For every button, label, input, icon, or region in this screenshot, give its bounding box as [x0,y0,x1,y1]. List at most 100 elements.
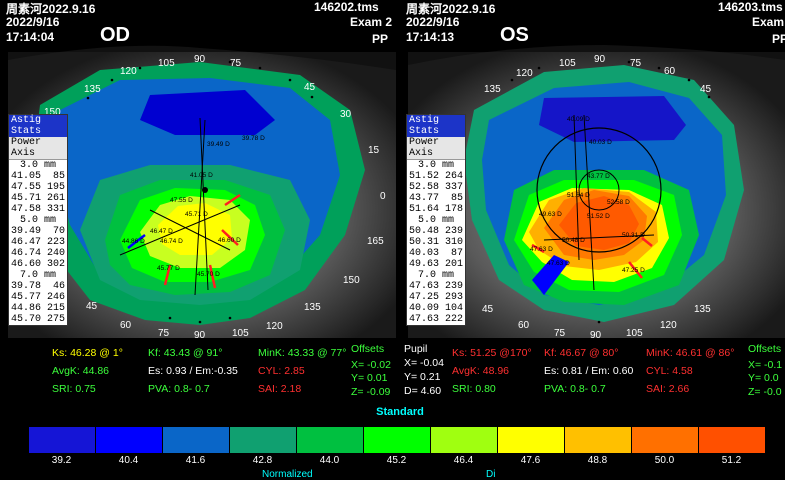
svg-text:45.77 D: 45.77 D [157,265,180,272]
od-stat-row: 46.47 223 [11,237,65,248]
od-exam-time: 17:14:04 [6,30,55,44]
svg-text:45: 45 [482,304,494,315]
svg-text:41.05 D: 41.05 D [190,172,213,179]
svg-text:135: 135 [304,302,321,313]
os-axes [543,114,655,291]
os-mink: MinK: 46.61 @ 86° [646,347,735,359]
os-map[interactable]: 40.09 D 40.03 D 43.77 D 51.64 D 52.58 D … [404,0,785,340]
od-kf: Kf: 43.43 @ 91° [148,347,223,359]
od-axes [119,117,241,296]
os-stat-row: 51.52 264 [409,171,463,182]
od-astig-stats-tab[interactable]: Astig Stats [9,115,67,137]
scale-title[interactable]: Standard [376,406,424,418]
od-dots [86,58,314,324]
svg-text:150: 150 [44,107,61,118]
os-stat-row: 50.48 239 [409,226,463,237]
svg-text:50.48 D: 50.48 D [562,237,585,244]
os-astig-stats[interactable]: Astig Stats Power Axis 3.0 mm 51.52 264 5… [406,114,466,326]
scale-bar [28,426,767,454]
scale-tick-label: 42.8 [252,455,273,466]
svg-text:90: 90 [590,330,602,340]
scale-swatch [297,427,364,453]
scale-swatch [699,427,766,453]
os-keratometry-info: Pupil X= -0.04 Y= 0.21 D= 4.60 Ks: 51.25… [402,340,785,402]
os-stat-row: 43.77 85 [409,193,463,204]
svg-text:51.52 D: 51.52 D [587,213,610,220]
od-cyl: CYL: 2.85 [258,365,305,377]
scale-tick-label: 46.4 [453,455,474,466]
os-dots [510,58,711,324]
os-astig-stats-tab[interactable]: Astig Stats [407,115,465,137]
os-ring-3mm: 3.0 mm [417,160,454,171]
svg-text:105: 105 [626,328,643,339]
svg-text:15: 15 [368,145,380,156]
os-pva: PVA: 0.8- 0.7 [544,383,606,395]
os-stat-row: 52.58 337 [409,182,463,193]
os-exam-number: Exam [752,15,785,29]
svg-text:47.55 D: 47.55 D [170,197,193,204]
od-stat-row: 45.70 275 [11,314,65,325]
svg-text:40.09 D: 40.09 D [567,116,590,123]
od-power-axis-tab[interactable]: Power Axis [9,137,67,160]
os-pupil-y: Y= 0.21 [404,371,441,383]
svg-text:39.49 D: 39.49 D [207,141,230,148]
svg-text:51.64 D: 51.64 D [567,192,590,199]
svg-text:40.03 D: 40.03 D [589,139,612,146]
od-exam-date: 2022/9/16 [6,15,60,29]
od-astig-stats[interactable]: Astig Stats Power Axis 3.0 mm 41.05 85 47… [8,114,68,326]
od-ring-7mm: 7.0 mm [19,270,56,281]
svg-text:44.86 D: 44.86 D [122,238,145,245]
od-mode: PP [372,32,389,46]
svg-text:135: 135 [694,304,711,315]
od-avgk: AvgK: 44.86 [52,365,110,377]
os-patient-name: 周素河2022.9.16 [406,2,496,16]
od-stat-row: 39.78 46 [11,281,65,292]
scale-tick-label: 47.6 [520,455,541,466]
od-patient-name: 周素河2022.9.16 [6,2,96,16]
os-file-name: 146203.tms [718,0,783,14]
svg-text:45.71 D: 45.71 D [185,211,208,218]
scale-normalized-label[interactable]: Normalized [262,469,313,480]
svg-text:52.58 D: 52.58 D [607,199,630,206]
od-stat-row: 47.58 331 [11,204,65,215]
os-stat-row: 47.63 239 [409,281,463,292]
svg-text:47.63 D: 47.63 D [530,246,553,253]
scale-tick-label: 48.8 [587,455,608,466]
os-exam-time: 17:14:13 [406,30,455,44]
os-map-labels: 40.09 D 40.03 D 43.77 D 51.64 D 52.58 D … [530,116,645,274]
svg-text:90: 90 [194,330,206,340]
os-power-axis-tab[interactable]: Power Axis [407,137,465,160]
scale-labels: 39.2 40.4 41.6 42.8 44.0 45.2 46.4 47.6 48.8 50.0… [28,455,765,466]
od-ring-5mm: 5.0 mm [19,215,56,226]
od-offset-z: Z= -0.09 [351,386,391,398]
svg-text:120: 120 [266,321,283,332]
svg-text:46.60 D: 46.60 D [218,237,241,244]
os-avgk: AvgK: 48.96 [452,365,510,377]
svg-text:120: 120 [660,320,677,331]
svg-text:105: 105 [232,328,249,339]
os-stat-row: 40.09 104 [409,303,463,314]
os-mode: PP [772,32,785,46]
os-sri: SRI: 0.80 [452,383,496,395]
od-stat-row: 46.74 240 [11,248,65,259]
os-stat-row: 51.64 178 [409,204,463,215]
svg-text:75: 75 [554,328,566,339]
od-eye-label: OD [100,24,130,46]
scale-swatch [498,427,565,453]
scale-tick-label: 50.0 [654,455,675,466]
os-panel: 40.09 D 40.03 D 43.77 D 51.64 D 52.58 D … [404,0,785,340]
od-es-em: Es: 0.93 / Em:-0.35 [148,365,238,377]
svg-text:60: 60 [664,66,676,77]
od-axis-labels: 90 105 120 135 150 75 45 30 15 0 165 150… [44,54,386,340]
svg-text:43.77 D: 43.77 D [587,173,610,180]
os-es-em: Es: 0.81 / Em: 0.60 [544,365,634,377]
os-ks: Ks: 51.25 @170° [452,347,532,359]
svg-text:45: 45 [700,84,712,95]
os-pupil-d: D= 4.60 [404,385,442,397]
od-stat-row: 45.77 246 [11,292,65,303]
svg-text:30: 30 [340,109,352,120]
od-offsets-label: Offsets [351,343,385,355]
scale-tick-label: 45.2 [386,455,407,466]
od-map[interactable]: 39.49 D 39.78 D 41.05 D 47.55 D 45.71 D … [0,0,402,340]
od-sri: SRI: 0.75 [52,383,96,395]
